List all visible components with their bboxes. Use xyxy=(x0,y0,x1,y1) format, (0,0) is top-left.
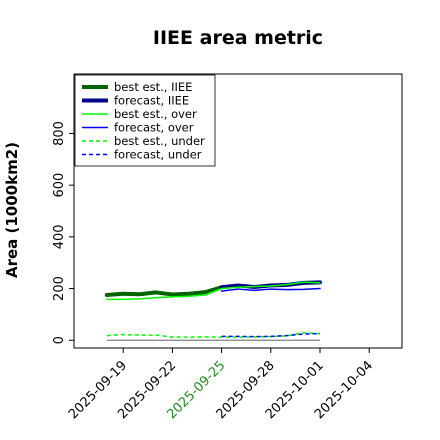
series-line-0 xyxy=(104,285,224,298)
y-tick-label: 800 xyxy=(52,121,67,146)
legend-label: best est., IIEE xyxy=(114,80,192,94)
y-axis: 0 200 400 600 800 xyxy=(52,121,74,344)
legend-label: forecast, under xyxy=(114,148,202,162)
y-tick-label: 0 xyxy=(52,336,67,344)
plot-frame xyxy=(73,73,403,349)
legend-label: forecast, IIEE xyxy=(114,94,189,108)
series-line-2 xyxy=(106,281,321,301)
y-axis-label: Area (1000km2) xyxy=(3,142,21,278)
legend-label: best est., under xyxy=(114,134,205,148)
y-tick-label: 600 xyxy=(52,173,67,198)
chart-title: IIEE area metric xyxy=(153,27,323,49)
series-line-3 xyxy=(220,287,321,292)
legend-label: forecast, over xyxy=(114,121,194,135)
legend-box xyxy=(74,74,216,167)
x-axis: 2025-09-192025-09-222025-09-252025-09-28… xyxy=(66,348,376,422)
y-tick-label: 200 xyxy=(52,276,67,301)
series-layer xyxy=(104,280,322,341)
series-line-5 xyxy=(221,332,321,338)
legend-label: best est., over xyxy=(114,107,197,121)
y-tick-label: 400 xyxy=(52,224,67,249)
series-line-4 xyxy=(106,331,321,338)
